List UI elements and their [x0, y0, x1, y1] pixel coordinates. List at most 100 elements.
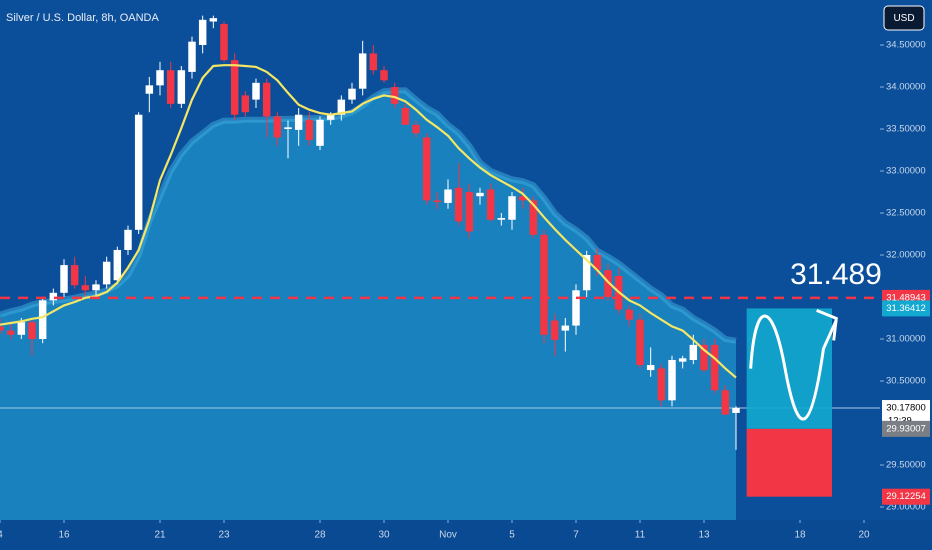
moving-average — [0, 64, 737, 379]
candle-body — [668, 359, 676, 401]
candle-body — [358, 53, 367, 89]
candle-body — [81, 285, 90, 291]
candle-body — [220, 24, 228, 61]
candle-body — [305, 119, 314, 140]
candle-body — [678, 358, 687, 362]
candle-body — [561, 325, 570, 331]
candle-body — [721, 390, 730, 415]
profit-price-label-bg — [882, 300, 930, 317]
candle-body — [241, 95, 250, 113]
candle-body — [124, 229, 132, 250]
candle-body — [273, 116, 282, 138]
current-price-label: 30.17800 — [886, 403, 926, 414]
candle-body — [252, 82, 260, 100]
stop-price-label: 29.12254 — [886, 491, 926, 502]
x-tick-label: 5 — [509, 530, 515, 541]
candle-body — [540, 234, 548, 335]
candle-body — [508, 196, 516, 220]
candle-body — [486, 189, 495, 220]
candle-body — [230, 60, 239, 115]
candle-body — [380, 70, 388, 81]
candle-body — [198, 19, 207, 46]
candle-body — [28, 322, 36, 339]
y-tick-label: 34.00000 — [886, 82, 926, 93]
candle-body — [476, 192, 484, 197]
candle-body — [550, 320, 559, 340]
candle-body — [412, 124, 420, 134]
x-tick-label: Nov — [439, 530, 457, 541]
candle-body — [454, 187, 463, 222]
profit-price-label: 31.36412 — [886, 303, 926, 314]
candle-body — [156, 70, 164, 86]
candle-body — [529, 200, 538, 235]
candle-body — [337, 99, 346, 115]
candle-body — [604, 270, 612, 297]
candle-body — [497, 218, 506, 220]
candle-body — [369, 53, 378, 71]
candle-body — [38, 300, 47, 339]
y-tick-label: 33.00000 — [886, 166, 926, 177]
profit-zone — [746, 308, 832, 429]
x-tick-label: 11 — [635, 530, 646, 541]
y-tick-label: 32.50000 — [886, 208, 926, 219]
candle-body — [636, 319, 644, 366]
currency-button-label[interactable]: USD — [893, 13, 914, 24]
candle-body — [145, 85, 154, 94]
candle-body — [348, 88, 356, 100]
candle-body — [0, 326, 4, 331]
target-annotation: 31.489 — [790, 258, 882, 291]
candle-body — [444, 189, 452, 203]
candle-body — [60, 265, 68, 293]
x-tick-label: 21 — [154, 530, 166, 541]
candle-body — [6, 330, 15, 335]
stop-price-label-bg — [882, 488, 930, 505]
candle-body — [401, 108, 410, 125]
candle-body — [326, 114, 335, 120]
candle-body — [465, 192, 474, 232]
candle-body — [113, 249, 122, 281]
x-tick-label: 18 — [794, 530, 806, 541]
candle-body — [209, 18, 218, 22]
candle-body — [102, 261, 111, 285]
entry-price-label-bg — [882, 420, 930, 437]
chart-title: Silver / U.S. Dollar, 8h, OANDA — [6, 12, 159, 24]
candle-body — [284, 127, 292, 130]
candle-body — [625, 309, 634, 320]
currency-button[interactable] — [883, 5, 925, 31]
candle-body — [262, 82, 271, 117]
x-tick-label: 4 — [0, 530, 3, 541]
y-tick-label: 29.00000 — [886, 501, 926, 512]
y-tick-label: 31.00000 — [886, 334, 926, 345]
candle-body — [732, 408, 740, 413]
candle-body — [646, 365, 655, 371]
x-tick-label: 28 — [314, 530, 326, 541]
candle-body — [710, 344, 719, 391]
candle-body — [433, 200, 442, 203]
candle-body — [657, 368, 666, 401]
arrow-head — [816, 309, 838, 341]
x-tick-label: 30 — [378, 530, 390, 541]
y-tick-label: 32.00000 — [886, 250, 926, 261]
entry-price-label: 29.93007 — [886, 423, 926, 434]
candle-body — [92, 284, 100, 291]
candle-body — [294, 114, 303, 130]
candle-body — [593, 255, 602, 271]
candle-body — [582, 255, 591, 291]
time-axis-bg — [0, 520, 932, 550]
x-tick-label: 13 — [698, 530, 710, 541]
x-tick-label: 20 — [858, 530, 870, 541]
y-tick-label: 34.50000 — [886, 40, 926, 51]
loss-zone — [746, 428, 832, 497]
x-tick-label: 16 — [58, 530, 70, 541]
candle-body — [188, 41, 196, 72]
candle-body — [390, 87, 399, 104]
candle-body — [166, 70, 175, 104]
candle-body — [17, 322, 26, 335]
cloud-area — [0, 90, 736, 521]
candle-body — [700, 344, 708, 371]
candle-body — [177, 70, 186, 104]
candle-body — [316, 119, 324, 146]
x-tick-label: 7 — [573, 530, 579, 541]
